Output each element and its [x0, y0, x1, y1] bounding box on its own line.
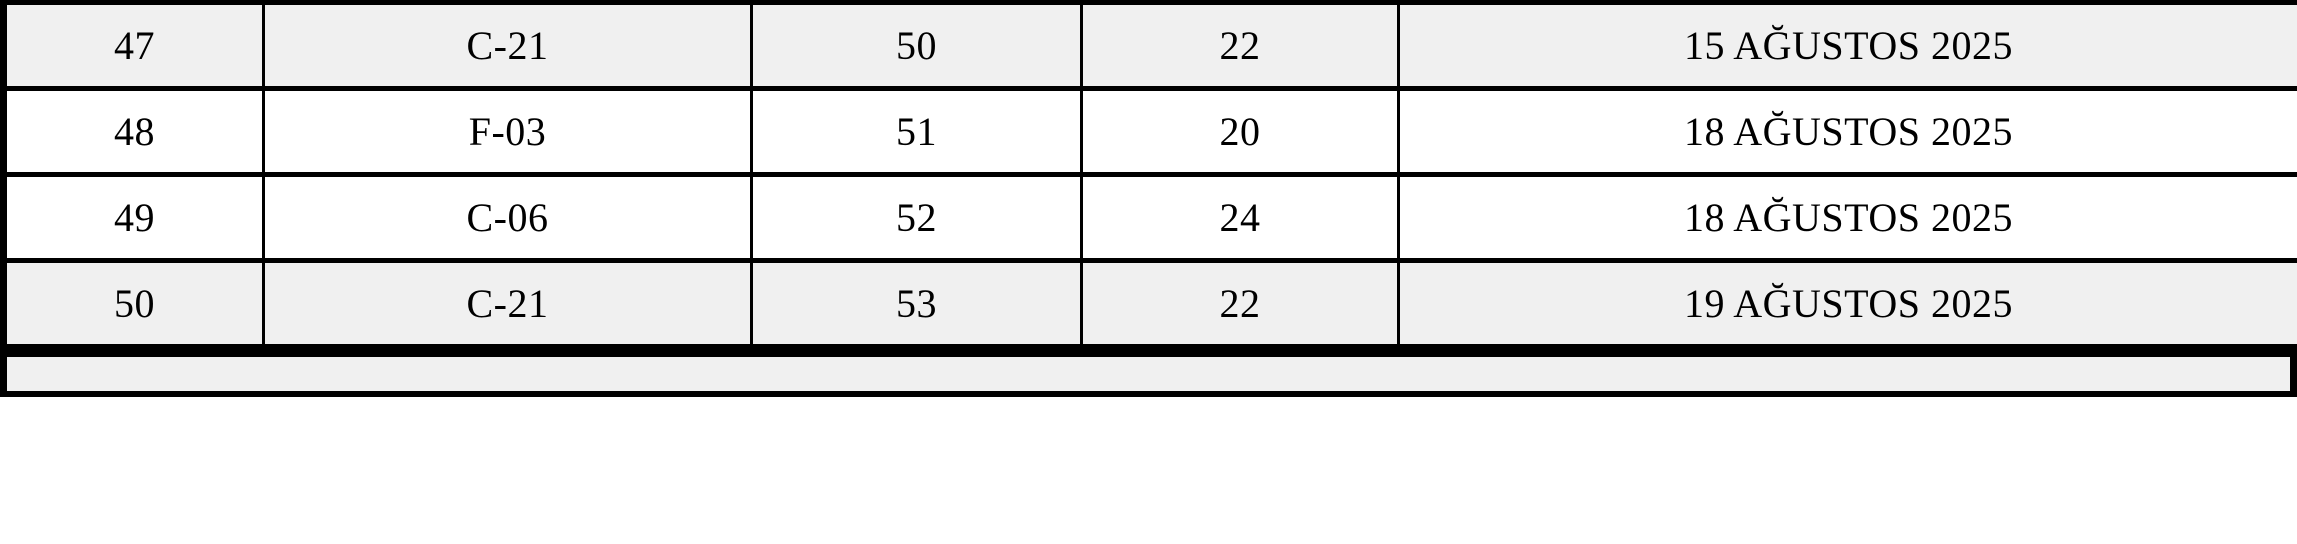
cell-tarih: 15 AĞUSTOS 2025 — [1397, 0, 2297, 91]
cell-tarih: 18 AĞUSTOS 2025 — [1397, 86, 2297, 177]
cell-sayi-2: 22 — [1080, 258, 1400, 349]
cell-tarih: 18 AĞUSTOS 2025 — [1397, 172, 2297, 263]
cell-sayi-2: 20 — [1080, 86, 1400, 177]
cell-sira-no: 47 — [0, 0, 265, 91]
table-row[interactable]: 47 C-21 50 22 15 AĞUSTOS 2025 — [0, 0, 2297, 91]
table-footer-strip — [0, 349, 2297, 397]
cell-kod: C-21 — [262, 0, 753, 91]
cell-sayi-2: 24 — [1080, 172, 1400, 263]
table-row[interactable]: 50 C-21 53 22 19 AĞUSTOS 2025 — [0, 258, 2297, 349]
table-row[interactable]: 49 C-06 52 24 18 AĞUSTOS 2025 — [0, 172, 2297, 263]
cell-tarih: 19 AĞUSTOS 2025 — [1397, 258, 2297, 349]
cell-sira-no: 50 — [0, 258, 265, 349]
cell-sayi-1: 53 — [750, 258, 1083, 349]
cell-kod: C-21 — [262, 258, 753, 349]
cell-sira-no: 48 — [0, 86, 265, 177]
table-body: 47 C-21 50 22 15 AĞUSTOS 2025 48 F-03 51… — [0, 0, 2297, 349]
cell-kod: F-03 — [262, 86, 753, 177]
data-table: 47 C-21 50 22 15 AĞUSTOS 2025 48 F-03 51… — [0, 0, 2297, 349]
cell-sira-no: 49 — [0, 172, 265, 263]
cell-kod: C-06 — [262, 172, 753, 263]
cell-sayi-2: 22 — [1080, 0, 1400, 91]
cell-sayi-1: 51 — [750, 86, 1083, 177]
cell-sayi-1: 52 — [750, 172, 1083, 263]
cell-sayi-1: 50 — [750, 0, 1083, 91]
table-row[interactable]: 48 F-03 51 20 18 AĞUSTOS 2025 — [0, 86, 2297, 177]
